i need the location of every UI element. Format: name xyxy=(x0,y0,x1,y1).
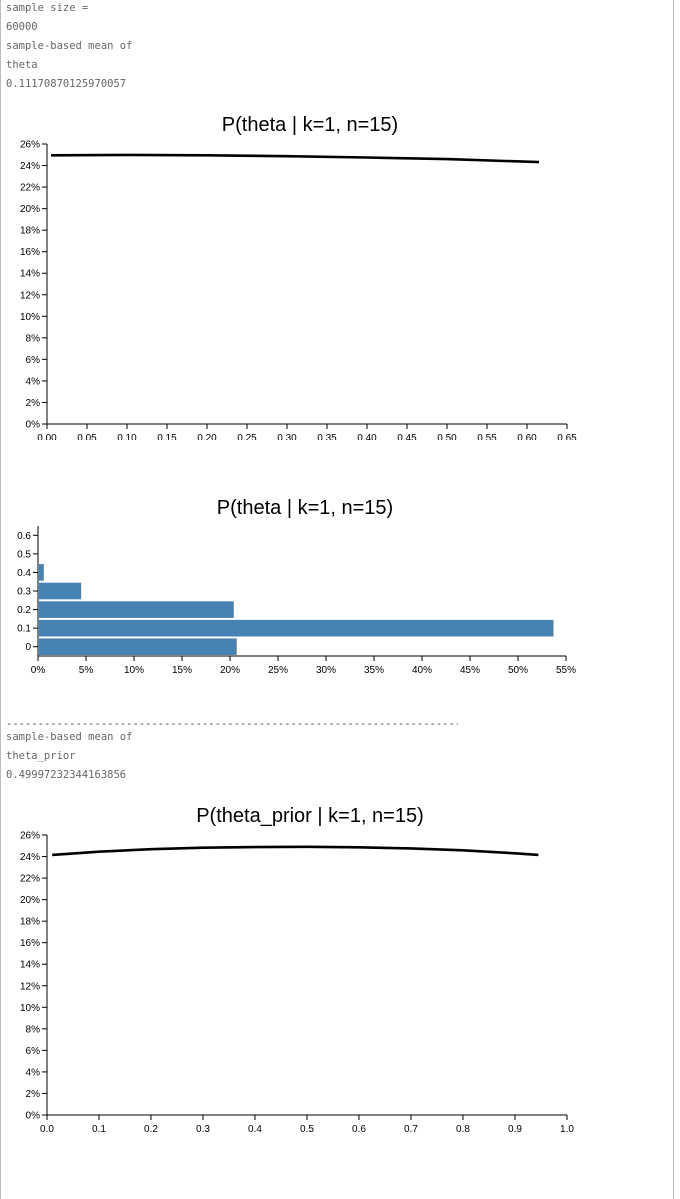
x-tick-label: 35% xyxy=(364,665,384,676)
x-tick-label: 0.60 xyxy=(517,433,537,440)
text-block-2-line-2: 0.49997232344163856 xyxy=(6,769,127,781)
y-tick-label: 0.1 xyxy=(17,624,31,635)
x-tick-label: 0.20 xyxy=(197,433,217,440)
x-tick-label: 10% xyxy=(124,665,144,676)
y-tick-label: 22% xyxy=(20,183,40,194)
series-line xyxy=(52,845,539,857)
y-tick-label: 6% xyxy=(26,1046,41,1057)
y-tick-label: 14% xyxy=(20,269,40,280)
series-line xyxy=(50,153,540,164)
x-tick-label: 0% xyxy=(31,665,46,676)
y-tick-label: 18% xyxy=(20,226,40,237)
y-tick-label: 0 xyxy=(25,642,31,653)
text-block-1-line-2: sample-based mean of xyxy=(6,40,133,52)
y-tick-label: 24% xyxy=(20,852,40,863)
y-tick-label: 0.5 xyxy=(17,549,31,560)
x-tick-label: 0.00 xyxy=(37,433,57,440)
y-tick-label: 0.2 xyxy=(17,605,31,616)
y-tick-label: 22% xyxy=(20,874,40,885)
y-tick-label: 18% xyxy=(20,917,40,928)
x-tick-label: 0.25 xyxy=(237,433,257,440)
y-tick-label: 0.4 xyxy=(17,568,31,579)
x-tick-label: 30% xyxy=(316,665,336,676)
y-tick-label: 0% xyxy=(26,420,41,431)
chart-title: P(theta | k=1, n=15) xyxy=(217,497,393,519)
x-tick-label: 0.6 xyxy=(352,1124,366,1135)
y-tick-label: 2% xyxy=(26,1089,41,1100)
y-tick-label: 6% xyxy=(26,355,41,366)
text-block-1-line-4: 0.11170870125970057 xyxy=(6,78,127,90)
chart-title: P(theta | k=1, n=15) xyxy=(222,114,398,136)
x-tick-label: 40% xyxy=(412,665,432,676)
y-tick-label: 10% xyxy=(20,1003,40,1014)
x-tick-label: 20% xyxy=(220,665,240,676)
x-tick-label: 0.0 xyxy=(40,1124,54,1135)
x-tick-label: 15% xyxy=(172,665,192,676)
text-block-1-line-0: sample size = xyxy=(6,2,89,14)
x-tick-label: 0.30 xyxy=(277,433,297,440)
y-tick-label: 0% xyxy=(26,1111,41,1122)
bar xyxy=(39,564,44,581)
y-tick-label: 26% xyxy=(20,140,40,151)
y-tick-label: 12% xyxy=(20,981,40,992)
x-tick-label: 0.9 xyxy=(508,1124,522,1135)
x-tick-label: 0.40 xyxy=(357,433,377,440)
theta-histogram-chart: P(theta | k=1, n=15) 0 0.1 0.2 0.3 0.4 0.5 0.6 0… xyxy=(17,497,576,676)
bar xyxy=(39,619,554,637)
y-tick-label: 0.3 xyxy=(17,587,31,598)
y-tick-label: 14% xyxy=(20,960,40,971)
y-tick-label: 16% xyxy=(20,938,40,949)
y-tick-label: 10% xyxy=(20,312,40,323)
x-tick-label: 0.55 xyxy=(477,433,497,440)
x-tick-label: 50% xyxy=(508,665,528,676)
x-tick-label: 0.50 xyxy=(437,433,457,440)
x-tick-label: 1.0 xyxy=(560,1124,574,1135)
x-tick-label: 0.45 xyxy=(397,433,417,440)
y-tick-label: 24% xyxy=(20,161,40,172)
text-block-2-line-0: sample-based mean of xyxy=(6,731,133,743)
x-tick-label: 45% xyxy=(460,665,480,676)
y-tick-label: 8% xyxy=(26,333,41,344)
bar xyxy=(39,601,234,618)
y-tick-label: 26% xyxy=(20,831,40,842)
y-tick-label: 16% xyxy=(20,247,40,258)
bar xyxy=(39,582,82,600)
y-tick-label: 20% xyxy=(20,204,40,215)
x-tick-label: 0.15 xyxy=(157,433,177,440)
chart-title: P(theta_prior | k=1, n=15) xyxy=(196,805,424,827)
y-tick-label: 12% xyxy=(20,290,40,301)
x-tick-label: 0.4 xyxy=(248,1124,262,1135)
x-tick-label: 0.2 xyxy=(144,1124,158,1135)
y-tick-label: 0.6 xyxy=(17,531,31,542)
y-tick-label: 4% xyxy=(26,1067,41,1078)
theta-prior-density-chart: P(theta_prior | k=1, n=15) 0% 2% 4% 6% 8% 10% 1… xyxy=(20,805,574,1135)
x-tick-label: 5% xyxy=(79,665,94,676)
x-tick-label: 0.10 xyxy=(117,433,137,440)
y-tick-label: 4% xyxy=(26,376,41,387)
x-tick-label: 0.65 xyxy=(557,433,577,440)
separator-line: ----------------------------------------… xyxy=(6,718,458,730)
x-tick-label: 55% xyxy=(556,665,576,676)
x-tick-label: 0.3 xyxy=(196,1124,210,1135)
x-tick-label: 0.35 xyxy=(317,433,337,440)
y-tick-label: 20% xyxy=(20,895,40,906)
x-tick-label: 0.7 xyxy=(404,1124,418,1135)
x-tick-label: 25% xyxy=(268,665,288,676)
y-tick-label: 8% xyxy=(26,1024,41,1035)
text-block-1-line-3: theta xyxy=(6,59,38,71)
text-block-1-line-1: 60000 xyxy=(6,21,38,33)
x-tick-label: 0.8 xyxy=(456,1124,470,1135)
x-tick-label: 0.5 xyxy=(300,1124,314,1135)
x-tick-label: 0.05 xyxy=(77,433,97,440)
bar xyxy=(39,638,237,655)
y-tick-label: 2% xyxy=(26,398,41,409)
theta-density-chart: P(theta | k=1, n=15) 0% 2% 4% 6% 8% 10% 12% 14% 1… xyxy=(20,114,577,440)
text-block-2-line-1: theta_prior xyxy=(6,750,76,762)
x-tick-label: 0.1 xyxy=(92,1124,106,1135)
